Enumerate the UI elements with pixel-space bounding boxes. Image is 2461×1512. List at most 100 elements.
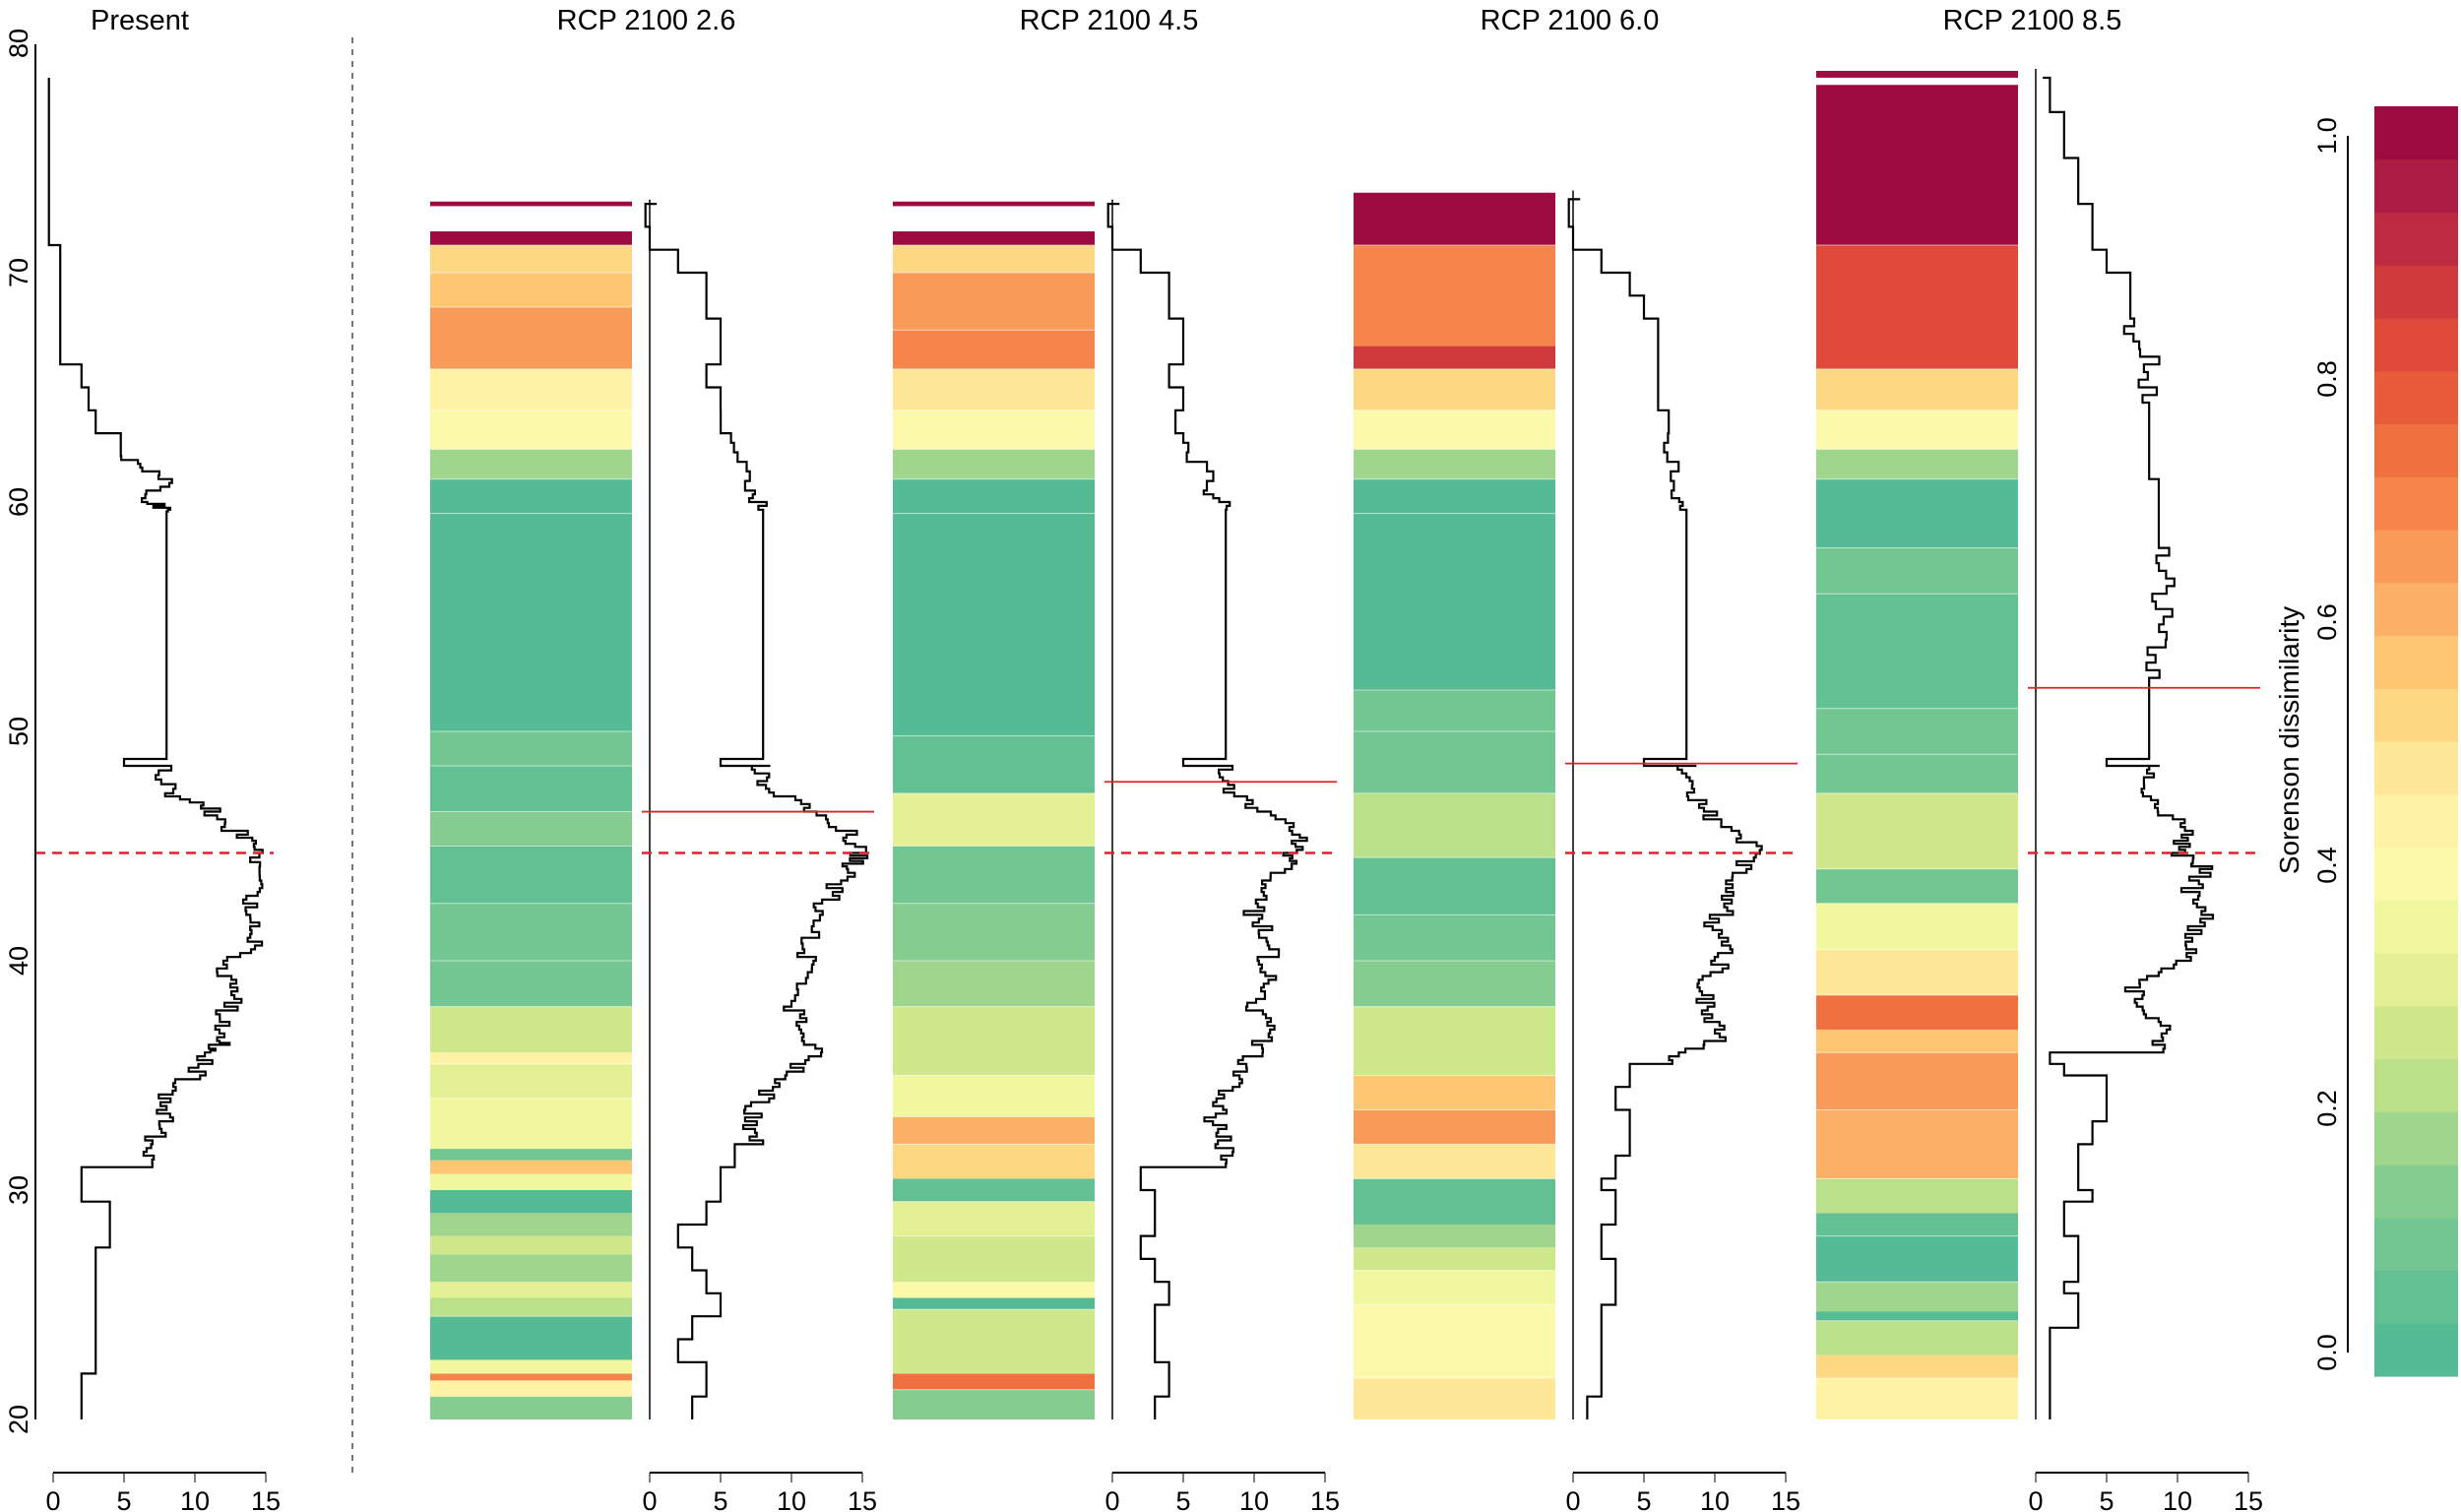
heatmap-band: [430, 1052, 632, 1064]
heatmap-band: [430, 513, 632, 731]
heatmap-band: [430, 245, 632, 273]
heatmap-band: [430, 1297, 632, 1317]
heatmap-band: [1816, 949, 2018, 995]
heatmap-column: [1816, 70, 2018, 1419]
panel-title: RCP 2100 4.5: [1020, 5, 1199, 36]
heatmap-band: [430, 273, 632, 307]
heatmap-band: [1354, 478, 1555, 514]
heatmap-band: [1354, 1006, 1555, 1076]
heatmap-band: [893, 1006, 1095, 1076]
heatmap-band: [1816, 1311, 2018, 1321]
heatmap-band: [893, 1235, 1095, 1283]
heatmap-band: [1816, 245, 2018, 369]
heatmap-band: [1816, 1213, 2018, 1236]
heatmap-band: [1354, 245, 1555, 346]
panel-4: RCP 2100 8.5 0 5 10 15: [1816, 5, 2263, 1512]
heatmap-band: [430, 201, 632, 207]
colorbar-swatch: [2374, 530, 2458, 584]
colorbar-swatch: [2374, 688, 2458, 742]
x-tick-label: 0: [2028, 1486, 2043, 1512]
colorbar-swatch: [2374, 318, 2458, 372]
heatmap-band: [893, 1309, 1095, 1374]
heatmap-band: [1354, 346, 1555, 369]
heatmap-band: [1816, 1354, 2018, 1379]
heatmap-band: [893, 231, 1095, 246]
heatmap-band: [1354, 1075, 1555, 1110]
x-tick-label: 5: [1636, 1486, 1651, 1512]
heatmap-band: [430, 731, 632, 766]
x-tick-label: 0: [45, 1486, 60, 1512]
heatmap-band: [893, 961, 1095, 1007]
heatmap-band: [430, 1316, 632, 1360]
heatmap-band: [1816, 594, 2018, 709]
heatmap-band: [1354, 1247, 1555, 1271]
heatmap-band: [430, 1098, 632, 1150]
heatmap-band: [893, 1389, 1095, 1419]
heatmap-band: [893, 1201, 1095, 1236]
panel-title: RCP 2100 6.0: [1481, 5, 1660, 36]
x-tick-label: 15: [2234, 1486, 2263, 1512]
colorbar-swatch: [2374, 1005, 2458, 1060]
y-tick-label: 50: [4, 717, 33, 746]
colorbar-swatch: [2374, 741, 2458, 795]
x-tick-label: 5: [713, 1486, 727, 1512]
heatmap-band: [893, 449, 1095, 479]
heatmap-band: [893, 1116, 1095, 1145]
panel-2: RCP 2100 4.5 0 5 10 15: [893, 5, 1340, 1512]
heatmap-column: [430, 201, 632, 1419]
colorbar-swatch: [2374, 1058, 2458, 1112]
heatmap-band: [893, 273, 1095, 331]
panel-title: RCP 2100 8.5: [1943, 5, 2122, 36]
heatmap-band: [430, 231, 632, 246]
heatmap-band: [430, 1173, 632, 1190]
heatmap-band: [893, 478, 1095, 514]
heatmap-band: [1354, 1224, 1555, 1248]
x-tick-label: 5: [1175, 1486, 1190, 1512]
panel-title: Present: [91, 5, 189, 36]
y-tick-label: 80: [4, 29, 33, 58]
heatmap-band: [1816, 868, 2018, 904]
colorbar-swatch: [2374, 635, 2458, 689]
x-axis: 0 5 10 15: [1565, 1472, 1800, 1512]
heatmap-band: [430, 1190, 632, 1214]
colorbar-swatch: [2374, 1217, 2458, 1272]
colorbar-swatch: [2374, 1323, 2458, 1377]
heatmap-band: [1816, 368, 2018, 410]
x-tick-label: 0: [1565, 1486, 1580, 1512]
x-tick-label: 15: [1310, 1486, 1340, 1512]
heatmap-band: [430, 1254, 632, 1283]
colorbar-tick-label: 0.8: [2312, 360, 2342, 398]
heatmap-band: [1354, 192, 1555, 246]
heatmap-band: [893, 330, 1095, 369]
x-axis: 0 5 10 15: [1104, 1472, 1340, 1512]
heatmap-band: [1816, 70, 2018, 78]
heatmap-band: [430, 765, 632, 812]
heatmap-band: [1816, 754, 2018, 793]
colorbar-swatch: [2374, 793, 2458, 849]
x-tick-label: 0: [1104, 1486, 1119, 1512]
heatmap-band: [1816, 1052, 2018, 1110]
heatmap-band: [430, 306, 632, 369]
colorbar-swatch: [2374, 423, 2458, 477]
x-tick-label: 10: [777, 1486, 806, 1512]
heatmap-band: [1816, 1320, 2018, 1355]
heatmap-band: [430, 1373, 632, 1381]
heatmap-band: [1816, 1178, 2018, 1214]
y-tick-label: 40: [4, 946, 33, 976]
heatmap-band: [1354, 731, 1555, 793]
panel-1: RCP 2100 2.6 0 5 10 15: [430, 5, 877, 1512]
colorbar-swatch: [2374, 212, 2458, 266]
heatmap-band: [1354, 690, 1555, 731]
heatmap-band: [1816, 792, 2018, 869]
heatmap-band: [1354, 961, 1555, 1007]
x-tick-label: 5: [116, 1486, 131, 1512]
heatmap-band: [1816, 1282, 2018, 1312]
colorbar-swatch: [2374, 106, 2458, 160]
heatmap-band: [893, 1144, 1095, 1179]
colorbar-swatches: [2374, 106, 2458, 1377]
y-tick-label: 30: [4, 1175, 33, 1205]
heatmap-band: [893, 846, 1095, 904]
heatmap-band: [893, 903, 1095, 961]
